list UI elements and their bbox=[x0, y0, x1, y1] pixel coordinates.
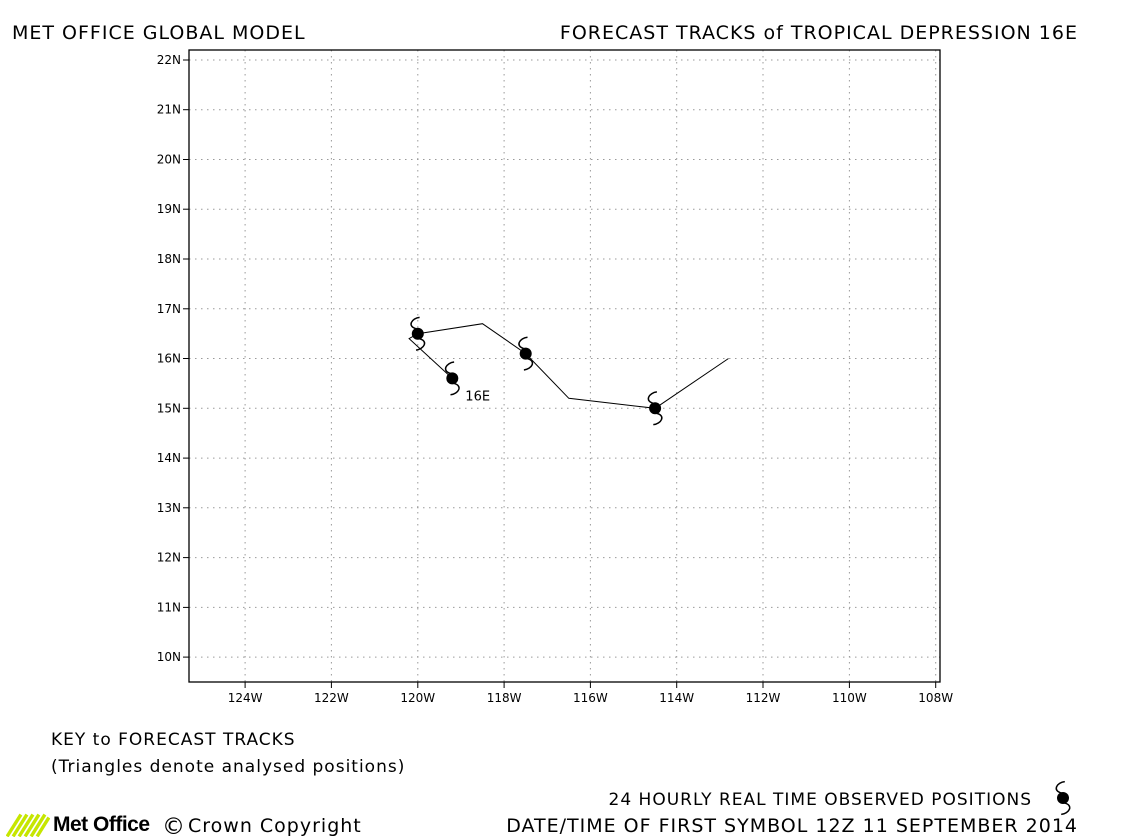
plot-frame bbox=[188, 49, 941, 683]
y-tick-label: 21N bbox=[157, 103, 181, 117]
cyclone-position-icon bbox=[518, 336, 534, 371]
key-note: (Triangles denote analysed positions) bbox=[51, 757, 406, 777]
copyright-mark: © bbox=[162, 814, 186, 840]
y-tick-label: 15N bbox=[157, 401, 181, 415]
y-tick-label: 10N bbox=[157, 650, 181, 664]
y-tick-label: 16N bbox=[157, 352, 181, 366]
x-tick-label: 114W bbox=[659, 691, 694, 705]
x-tick-label: 116W bbox=[573, 691, 608, 705]
met-office-logo: Met Office bbox=[6, 812, 150, 838]
y-tick-label: 20N bbox=[157, 153, 181, 167]
y-tick-label: 12N bbox=[157, 551, 181, 565]
y-tick-label: 14N bbox=[157, 451, 181, 465]
met-office-logo-text: Met Office bbox=[53, 813, 150, 836]
x-tick-label: 120W bbox=[400, 691, 435, 705]
x-tick-label: 118W bbox=[487, 691, 522, 705]
met-office-stripes-icon bbox=[6, 813, 50, 837]
chart-title: FORECAST TRACKS of TROPICAL DEPRESSION 1… bbox=[559, 22, 1078, 44]
copyright-notice: © Crown Copyright bbox=[162, 814, 362, 840]
y-tick-label: 18N bbox=[157, 252, 181, 266]
x-tick-label: 110W bbox=[832, 691, 867, 705]
cyclone-position-icon bbox=[410, 316, 426, 351]
key-title: KEY to FORECAST TRACKS bbox=[51, 730, 296, 750]
y-tick-label: 17N bbox=[157, 302, 181, 316]
observed-positions-label: 24 HOURLY REAL TIME OBSERVED POSITIONS bbox=[608, 790, 1032, 810]
storm-label: 16E bbox=[465, 389, 490, 404]
x-tick-label: 124W bbox=[228, 691, 263, 705]
forecast-track-line bbox=[408, 323, 729, 409]
header-left-title: MET OFFICE GLOBAL MODEL bbox=[12, 22, 306, 44]
x-tick-label: 122W bbox=[314, 691, 349, 705]
y-tick-label: 19N bbox=[157, 202, 181, 216]
x-tick-label: 108W bbox=[918, 691, 953, 705]
cyclone-position-icon bbox=[647, 391, 663, 426]
y-tick-label: 22N bbox=[157, 53, 181, 67]
cyclone-position-icon bbox=[444, 361, 460, 396]
copyright-text: Crown Copyright bbox=[188, 815, 362, 837]
y-tick-label: 13N bbox=[157, 501, 181, 515]
x-tick-label: 112W bbox=[746, 691, 781, 705]
first-symbol-datetime: DATE/TIME OF FIRST SYMBOL 12Z 11 SEPTEMB… bbox=[506, 815, 1078, 837]
observed-position-legend-icon bbox=[1055, 780, 1071, 816]
y-tick-label: 11N bbox=[157, 600, 181, 614]
